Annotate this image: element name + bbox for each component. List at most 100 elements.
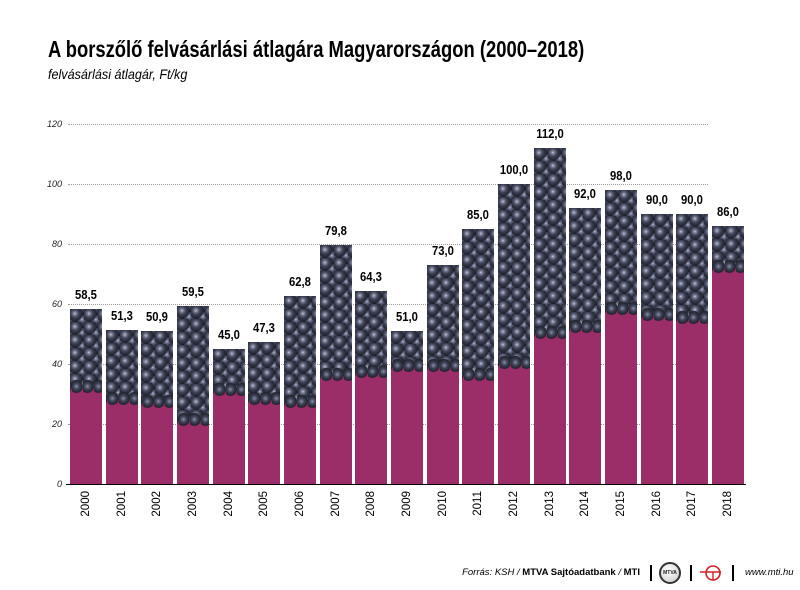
bar-2007 <box>319 244 352 484</box>
category-label: 2005 <box>258 491 271 517</box>
category-label: 2004 <box>222 491 235 517</box>
bar-2013 <box>533 148 566 484</box>
category-label: 2016 <box>650 491 663 517</box>
source-prefix: Forrás: KSH / <box>462 567 523 578</box>
value-label: 64,3 <box>360 270 383 285</box>
gridline <box>68 364 708 365</box>
value-label: 79,8 <box>324 223 347 238</box>
y-tick-label: 0 <box>56 479 62 489</box>
footer-divider <box>690 565 692 581</box>
value-label: 51,0 <box>396 310 418 324</box>
y-tick-label: 40 <box>51 359 62 369</box>
bar-fill <box>284 394 316 484</box>
value-label: 62,8 <box>289 274 311 289</box>
source-agency: MTI <box>623 567 640 578</box>
y-tick-label: 80 <box>51 239 62 249</box>
bar-2006 <box>284 295 316 484</box>
category-label: 2011 <box>472 491 485 516</box>
bar-2003 <box>177 305 209 484</box>
category-label: 2000 <box>80 491 92 517</box>
source-credit: Forrás: KSH / MTVA Sajtóadatbank / MTI <box>462 567 640 579</box>
bar-2009 <box>391 331 423 484</box>
value-label: 47,3 <box>253 321 276 336</box>
bar-2014 <box>569 208 602 484</box>
bar-fill <box>248 391 281 484</box>
bar-fill <box>569 320 602 484</box>
category-label: 2002 <box>151 491 164 517</box>
y-tick-label: 60 <box>51 299 62 309</box>
bar-fill <box>426 359 459 484</box>
value-label: 90,0 <box>681 193 704 207</box>
category-label: 2017 <box>686 491 699 517</box>
category-label: 2015 <box>615 491 628 517</box>
value-label: 50,9 <box>146 310 169 325</box>
bar-2001 <box>105 330 138 484</box>
category-label: 2018 <box>722 491 735 517</box>
bar-fill <box>605 302 638 484</box>
bar-fill <box>141 394 174 484</box>
website-url: www.mti.hu <box>745 567 794 578</box>
gridline <box>68 424 708 425</box>
bar-2002 <box>141 331 174 484</box>
bar-2011 <box>462 229 495 484</box>
category-label: 2014 <box>579 491 592 517</box>
value-label: 58,5 <box>75 287 97 302</box>
bar-fill <box>533 326 566 484</box>
bar-fill <box>712 260 745 484</box>
mtva-logo-text: MTVA <box>663 570 677 576</box>
value-label: 98,0 <box>610 169 633 183</box>
value-label: 112,0 <box>535 127 564 141</box>
y-tick-label: 120 <box>46 119 62 129</box>
mtva-logo-icon: MTVA <box>659 562 681 584</box>
source-separator: / <box>615 567 624 578</box>
value-label: 100,0 <box>499 163 529 177</box>
category-label: 2003 <box>187 491 199 517</box>
value-label: 85,0 <box>467 208 490 222</box>
bar-2005 <box>248 342 281 484</box>
source-org: MTVA Sajtóadatbank <box>522 567 616 578</box>
gridline <box>68 124 708 125</box>
bar-2017 <box>676 214 709 484</box>
bar-fill <box>212 383 245 484</box>
footer-divider <box>650 565 652 581</box>
category-label: 2001 <box>115 491 128 517</box>
bar-fill <box>177 413 209 484</box>
y-tick-label: 100 <box>46 179 62 189</box>
bar-2018 <box>712 226 745 484</box>
value-label: 86,0 <box>717 205 740 219</box>
gridline <box>68 304 708 305</box>
bar-2012 <box>498 184 530 484</box>
bar-2008 <box>355 291 388 484</box>
mti-logo-icon <box>700 565 721 581</box>
bar-fill <box>319 367 352 484</box>
value-label: 51,3 <box>110 309 133 324</box>
category-label: 2013 <box>543 491 556 517</box>
y-tick-label: 20 <box>51 419 62 429</box>
footer-divider <box>732 565 734 581</box>
chart-title: A borszőlő felvásárlási átlagára Magyaro… <box>48 36 585 62</box>
category-label: 2006 <box>294 491 306 517</box>
chart-subtitle: felvásárlási átlagár, Ft/kg <box>48 66 188 82</box>
bar-2016 <box>640 214 673 484</box>
bar-fill <box>391 359 423 484</box>
bar-fill <box>355 364 388 484</box>
category-label: 2012 <box>508 491 520 517</box>
bar-fill <box>676 311 709 484</box>
bar-fill <box>640 308 673 484</box>
category-label: 2008 <box>365 491 378 517</box>
bar-fill <box>462 368 495 484</box>
bar-fill <box>498 356 530 484</box>
x-axis-line <box>66 484 746 485</box>
bar-2000 <box>70 308 102 484</box>
value-label: 92,0 <box>574 187 597 201</box>
category-label: 2007 <box>329 491 342 517</box>
bar-fill <box>105 391 138 484</box>
value-label: 59,5 <box>182 284 204 299</box>
bar-fill <box>70 380 102 484</box>
bar-2010 <box>426 265 459 484</box>
bar-2015 <box>605 190 638 484</box>
bar-2004 <box>212 349 245 484</box>
gridline <box>68 244 708 245</box>
category-label: 2009 <box>401 491 413 517</box>
value-label: 73,0 <box>431 244 454 258</box>
